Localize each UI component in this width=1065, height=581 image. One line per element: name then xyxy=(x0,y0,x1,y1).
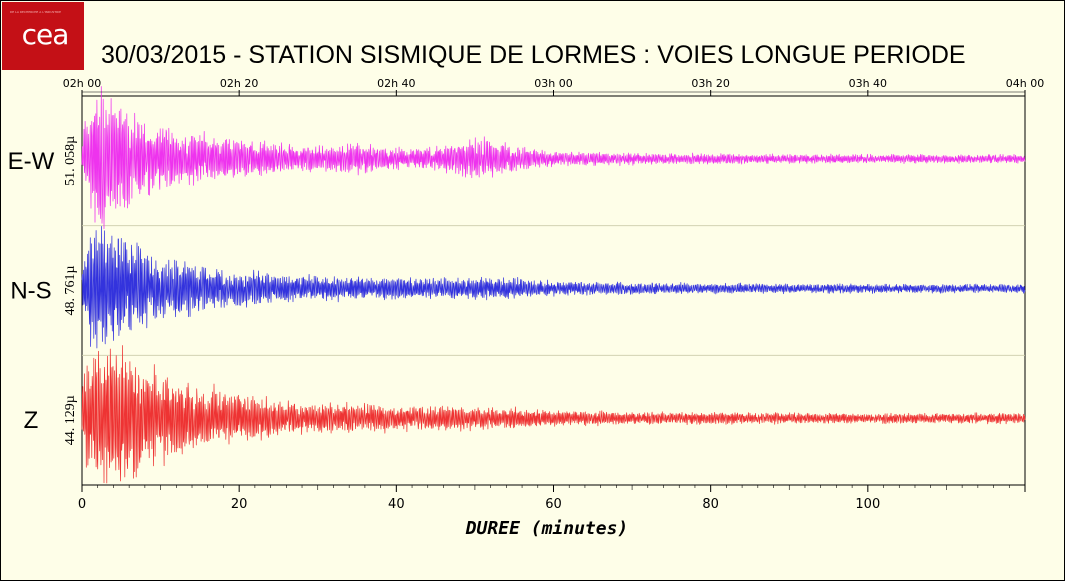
channel-bands xyxy=(82,225,1025,356)
amplitude-label: 48. 761µ xyxy=(63,265,78,315)
bottom-tick-label: 0 xyxy=(78,497,86,512)
top-tick-label: 03h 00 xyxy=(534,77,572,90)
top-time-axis: 02h 00 02h 20 02h 40 03h 00 03h 20 03h 40 04h … xyxy=(63,77,1044,96)
channel-labels: E-W 51. 058µ N-S 48. 761µ Z 44. 129µ xyxy=(8,136,78,445)
chart-title: 30/03/2015 - STATION SISMIQUE DE LORMES … xyxy=(101,41,966,69)
trace-n-s xyxy=(81,226,1026,349)
x-axis-label: DUREE (minutes) xyxy=(465,518,629,539)
trace-e-w xyxy=(81,86,1026,230)
logo-tagline: DE LA RECHERCHE À L'INDUSTRIE xyxy=(10,11,62,14)
top-tick-label: 02h 20 xyxy=(220,77,258,90)
top-tick-label: 02h 40 xyxy=(377,77,415,90)
bottom-duration-axis: 0 20 40 60 80 100 xyxy=(78,485,1026,512)
top-tick-label: 04h 00 xyxy=(1006,77,1044,90)
trace-z xyxy=(81,345,1026,484)
cea-logo: DE LA RECHERCHE À L'INDUSTRIE cea xyxy=(2,2,84,70)
channel-name: Z xyxy=(24,407,39,434)
bottom-tick-label: 80 xyxy=(702,497,719,512)
channel-name: E-W xyxy=(8,148,55,175)
channel-name: N-S xyxy=(10,278,51,305)
amplitude-label: 44. 129µ xyxy=(63,395,78,445)
top-tick-label: 03h 20 xyxy=(691,77,729,90)
logo-text: cea xyxy=(21,18,70,51)
amplitude-label: 51. 058µ xyxy=(63,136,78,186)
bottom-tick-label: 60 xyxy=(545,497,562,512)
traces xyxy=(81,86,1026,484)
top-tick-label: 02h 00 xyxy=(63,77,101,90)
bottom-tick-label: 100 xyxy=(855,497,880,512)
bottom-tick-label: 20 xyxy=(231,497,248,512)
bottom-tick-label: 40 xyxy=(388,497,405,512)
top-tick-label: 03h 40 xyxy=(849,77,887,90)
